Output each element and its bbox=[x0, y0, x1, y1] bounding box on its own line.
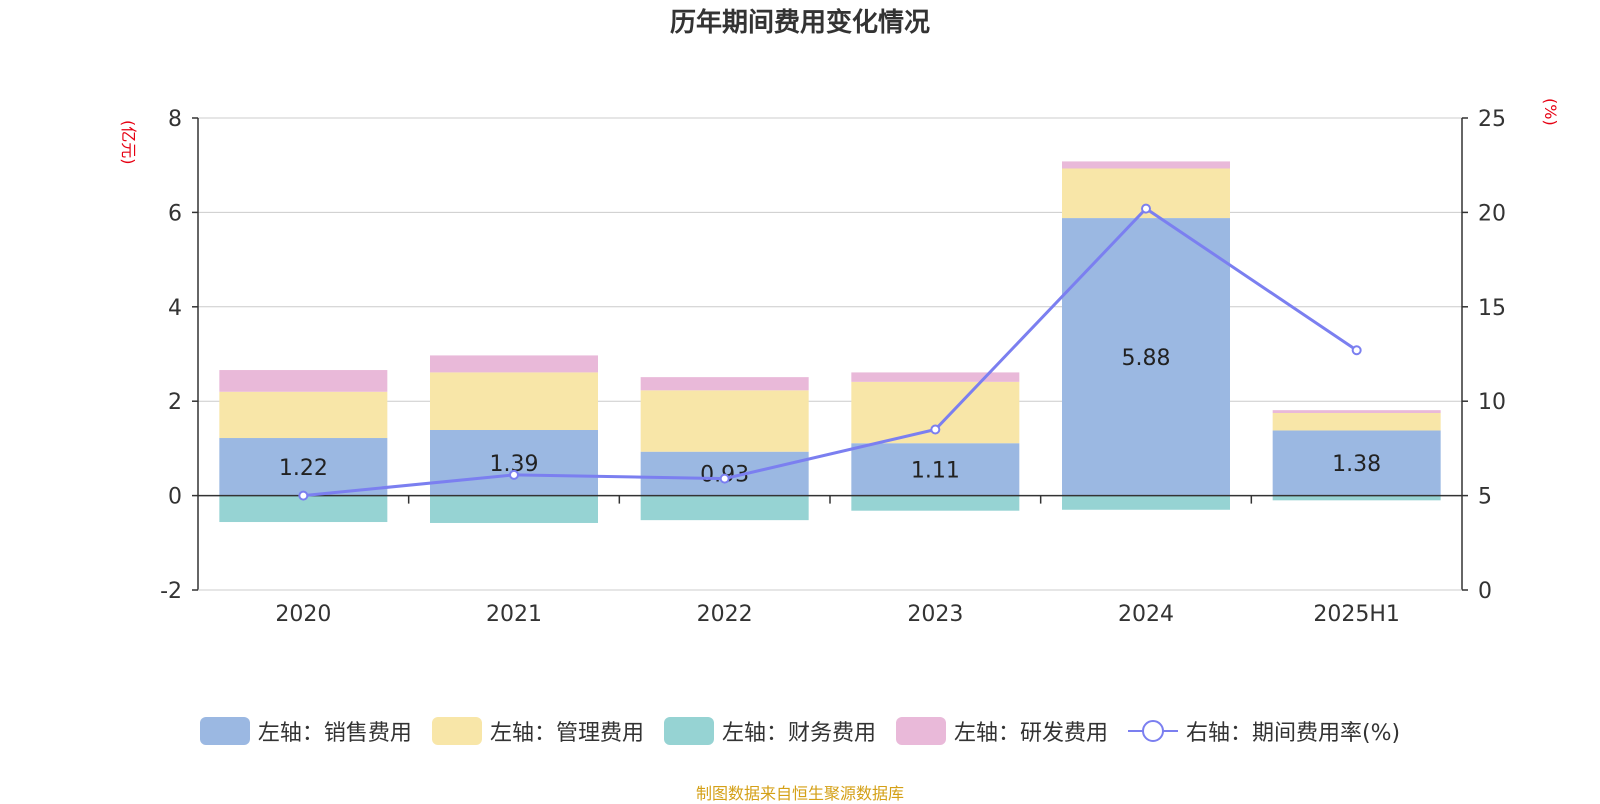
right-tick-label-5: 25 bbox=[1478, 107, 1506, 132]
bar-3-1 bbox=[430, 355, 598, 373]
legend-item-finance[interactable]: 左轴：财务费用 bbox=[663, 715, 876, 747]
left-tick-label-3: 4 bbox=[168, 296, 182, 321]
sales-label-0: 1.22 bbox=[279, 456, 328, 481]
bar-0-1 bbox=[430, 429, 598, 496]
bar-3-3 bbox=[851, 372, 1020, 382]
rate-point-4 bbox=[1141, 203, 1151, 214]
bar-1-5 bbox=[1272, 413, 1441, 431]
left-tick-label-1: 0 bbox=[168, 485, 182, 510]
right-tick-label-1: 5 bbox=[1478, 485, 1492, 510]
legend-label-rate: 右轴：期间费用率(%) bbox=[1185, 721, 1401, 746]
bar-2-4 bbox=[1062, 495, 1230, 510]
bar-3-2 bbox=[640, 377, 809, 391]
category-label-1: 2021 bbox=[486, 602, 542, 627]
category-label-5: 2025H1 bbox=[1313, 602, 1400, 627]
legend-item-rd[interactable]: 左轴：研发费用 bbox=[895, 715, 1108, 747]
legend-label-admin: 左轴：管理费用 bbox=[489, 721, 644, 746]
category-label-4: 2024 bbox=[1118, 602, 1174, 627]
legend-swatch-rate bbox=[1127, 717, 1178, 745]
legend-label-rd: 左轴：研发费用 bbox=[953, 721, 1108, 746]
legend-label-sales: 左轴：销售费用 bbox=[257, 721, 412, 746]
source-note: 制图数据来自恒生聚源数据库 bbox=[695, 784, 904, 803]
bar-3-0 bbox=[219, 370, 388, 392]
rate-point-1 bbox=[509, 469, 519, 480]
left-tick-label-5: 8 bbox=[168, 107, 182, 132]
rate-point-5 bbox=[1351, 345, 1362, 356]
chart-title: 历年期间费用变化情况 bbox=[669, 8, 930, 38]
legend-swatch-admin bbox=[431, 717, 482, 745]
legend: 左轴：销售费用 左轴：管理费用 左轴：财务费用 左轴：研发费用 右轴：期间费用率… bbox=[0, 715, 1600, 747]
bar-1-1 bbox=[430, 372, 598, 430]
bar-3-4 bbox=[1062, 161, 1230, 169]
bar-1-2 bbox=[640, 390, 809, 452]
legend-item-rate[interactable]: 右轴：期间费用率(%) bbox=[1127, 715, 1401, 747]
category-label-3: 2023 bbox=[907, 602, 963, 627]
left-tick-label-4: 6 bbox=[168, 201, 182, 226]
rate-point-2 bbox=[719, 473, 730, 484]
bar-3-5 bbox=[1272, 410, 1441, 413]
sales-label-3: 1.11 bbox=[911, 458, 960, 483]
bar-0-5 bbox=[1272, 430, 1441, 496]
bar-0-0 bbox=[219, 438, 388, 496]
rate-line bbox=[303, 206, 1358, 498]
bar-2-1 bbox=[430, 495, 598, 523]
left-tick-label-0: -2 bbox=[160, 579, 182, 604]
right-tick-label-4: 20 bbox=[1478, 201, 1506, 226]
legend-item-admin[interactable]: 左轴：管理费用 bbox=[431, 715, 644, 747]
bar-2-2 bbox=[640, 495, 809, 521]
bar-2-5 bbox=[1272, 495, 1441, 501]
legend-swatch-rd bbox=[895, 717, 946, 745]
legend-item-sales[interactable]: 左轴：销售费用 bbox=[199, 715, 412, 747]
sales-label-5: 1.38 bbox=[1332, 452, 1381, 477]
sales-label-4: 5.88 bbox=[1122, 346, 1171, 371]
right-tick-label-0: 0 bbox=[1478, 579, 1492, 604]
rate-point-0 bbox=[298, 490, 309, 501]
left-tick-label-2: 2 bbox=[168, 390, 182, 415]
bar-1-0 bbox=[219, 391, 388, 439]
legend-swatch-sales bbox=[199, 717, 250, 745]
right-tick-label-2: 10 bbox=[1478, 390, 1506, 415]
legend-label-finance: 左轴：财务费用 bbox=[721, 721, 876, 746]
right-tick-label-3: 15 bbox=[1478, 296, 1506, 321]
bar-0-3 bbox=[851, 443, 1020, 496]
bar-0-4 bbox=[1062, 218, 1230, 496]
category-label-0: 2020 bbox=[275, 602, 331, 627]
legend-swatch-finance bbox=[663, 717, 714, 745]
bar-2-3 bbox=[851, 495, 1020, 511]
category-label-2: 2022 bbox=[697, 602, 753, 627]
rate-point-3 bbox=[930, 424, 941, 435]
